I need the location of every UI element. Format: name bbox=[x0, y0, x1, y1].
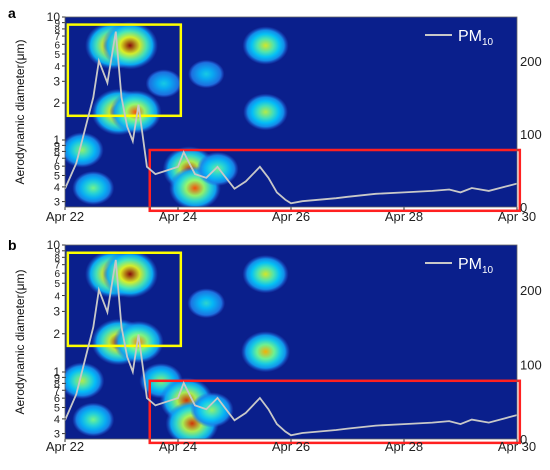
heatmap-hotspot bbox=[188, 59, 225, 89]
heatmap-hotspot bbox=[196, 152, 239, 186]
x-tick-label: Apr 30 bbox=[498, 439, 536, 454]
x-tick-label: Apr 28 bbox=[385, 439, 423, 454]
y-tick-label-lower: 5 bbox=[54, 170, 60, 182]
x-tick-label: Apr 24 bbox=[159, 439, 197, 454]
right-axis-tick-label: 100 bbox=[520, 127, 542, 142]
heatmap-hotspot bbox=[65, 132, 104, 168]
y-tick-label: 8 bbox=[54, 253, 60, 264]
y-tick-label: 1 bbox=[53, 365, 60, 379]
y-tick-label: 8 bbox=[54, 25, 60, 36]
x-tick-label: Apr 26 bbox=[272, 439, 310, 454]
y-tick-label: 10 bbox=[47, 10, 61, 24]
y-tick-label-lower: 3 bbox=[54, 429, 60, 441]
plot-frame bbox=[64, 16, 518, 208]
legend-label: PM10 bbox=[458, 256, 494, 276]
y-tick-label-lower: 8 bbox=[54, 146, 60, 158]
y-tick-label: 6 bbox=[54, 40, 60, 51]
y-tick-label-lower: 4 bbox=[54, 182, 60, 194]
heatmap-hotspot bbox=[72, 171, 115, 205]
heatmap-hotspot bbox=[187, 288, 226, 319]
y-tick-label-lower: 8 bbox=[54, 378, 60, 390]
highlight-box-red bbox=[148, 148, 522, 213]
heatmap-hotspot bbox=[190, 392, 234, 428]
heatmap-hotspot bbox=[242, 26, 289, 65]
x-tick-label: Apr 24 bbox=[159, 209, 197, 224]
y-tick-label-lower: 7 bbox=[54, 153, 60, 165]
right-axis-tick-label: 0 bbox=[520, 432, 527, 447]
y-tick-label: 5 bbox=[54, 50, 60, 61]
y-tick-label: 9 bbox=[54, 19, 60, 30]
y-tick-label: 10 bbox=[47, 238, 61, 252]
right-axis-tick-label: 200 bbox=[520, 283, 542, 298]
panel-label: a bbox=[8, 5, 16, 21]
y-axis-title: Aerodynamic diameter(μm) bbox=[13, 270, 27, 415]
y-tick-label: 4 bbox=[54, 292, 60, 303]
y-tick-label: 2 bbox=[53, 327, 60, 341]
legend-label: PM10 bbox=[458, 28, 494, 48]
right-axis-tick-label: 100 bbox=[520, 357, 542, 372]
y-tick-label-lower: 3 bbox=[54, 197, 60, 209]
x-tick-label: Apr 22 bbox=[46, 209, 84, 224]
heatmap-hotspot bbox=[241, 331, 291, 373]
pm10-series-line bbox=[65, 259, 517, 437]
right-axis-tick-label: 0 bbox=[520, 200, 527, 215]
heatmap-hotspot bbox=[145, 69, 183, 98]
highlight-box-red bbox=[148, 379, 522, 445]
y-tick-label-lower: 7 bbox=[54, 385, 60, 397]
y-tick-label-lower: 6 bbox=[54, 161, 60, 173]
y-tick-label: 1 bbox=[53, 133, 60, 147]
y-tick-label-lower: 9 bbox=[54, 140, 60, 152]
y-tick-label-lower: 6 bbox=[54, 393, 60, 405]
x-tick-label: Apr 30 bbox=[498, 209, 536, 224]
y-tick-label: 5 bbox=[54, 279, 60, 290]
y-tick-label-lower: 5 bbox=[54, 402, 60, 414]
y-tick-label: 7 bbox=[54, 261, 60, 272]
y-tick-label-lower: 9 bbox=[54, 372, 60, 384]
x-tick-label: Apr 22 bbox=[46, 439, 84, 454]
right-axis-tick-label: 200 bbox=[520, 54, 542, 69]
x-tick-label: Apr 28 bbox=[385, 209, 423, 224]
y-tick-label-lower: 4 bbox=[54, 414, 60, 426]
panel-label: b bbox=[8, 237, 17, 253]
heatmap-hotspot bbox=[65, 362, 105, 400]
y-tick-label: 9 bbox=[54, 247, 60, 258]
heatmap-hotspot bbox=[72, 402, 115, 437]
y-tick-label: 7 bbox=[54, 32, 60, 43]
x-tick-label: Apr 26 bbox=[272, 209, 310, 224]
heatmap-hotspot bbox=[242, 255, 289, 294]
y-tick-label: 4 bbox=[54, 62, 60, 73]
y-tick-label: 3 bbox=[53, 304, 60, 318]
y-axis-title: Aerodynamic diameter(μm) bbox=[13, 40, 27, 185]
y-tick-label: 3 bbox=[53, 74, 60, 88]
pm10-series-line bbox=[65, 31, 517, 205]
y-tick-label: 2 bbox=[53, 96, 60, 110]
y-tick-label: 6 bbox=[54, 269, 60, 280]
heatmap-hotspot bbox=[243, 93, 288, 131]
plot-frame bbox=[64, 244, 518, 440]
